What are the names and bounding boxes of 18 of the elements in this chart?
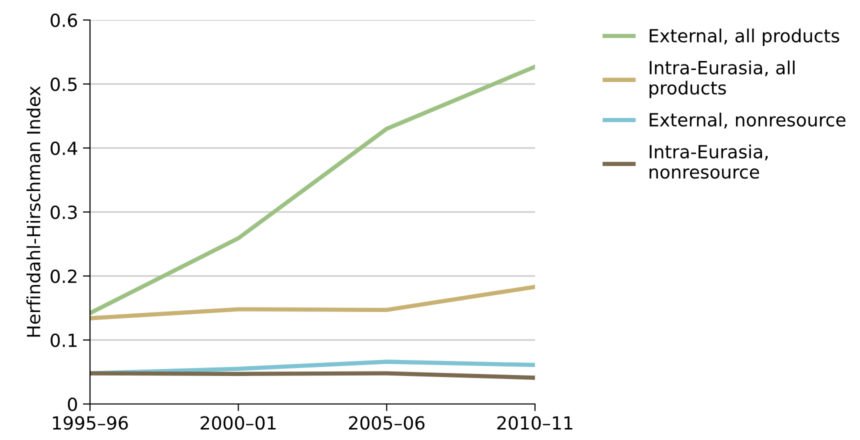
legend-label: External, all products [650,28,840,46]
line-series [90,284,535,320]
y-tick-label: 0.2 [50,269,76,284]
y-tick-label: 0.3 [50,205,77,220]
legend-label: External, nonresource [650,112,846,128]
x-tick-label: 2005–06 [349,416,425,430]
legend-label: Intra-Eurasia, nonresource [650,144,768,179]
x-tick-label: 2010–11 [497,416,572,430]
x-tick-label: 1995–96 [53,416,128,430]
y-tick-label: 0.4 [50,141,78,156]
y-tick-label: 0.5 [50,77,77,92]
y-tick-label: 0.6 [50,13,78,28]
y-tick-label: 0 [68,397,77,412]
legend-label: Intra-Eurasia, all products [650,60,795,98]
line-series [90,64,535,316]
y-axis-title: Herfindahl-Hirschman Index [26,86,40,337]
x-tick-label: 2000–01 [200,416,276,430]
y-tick-label: 0.1 [50,333,77,348]
